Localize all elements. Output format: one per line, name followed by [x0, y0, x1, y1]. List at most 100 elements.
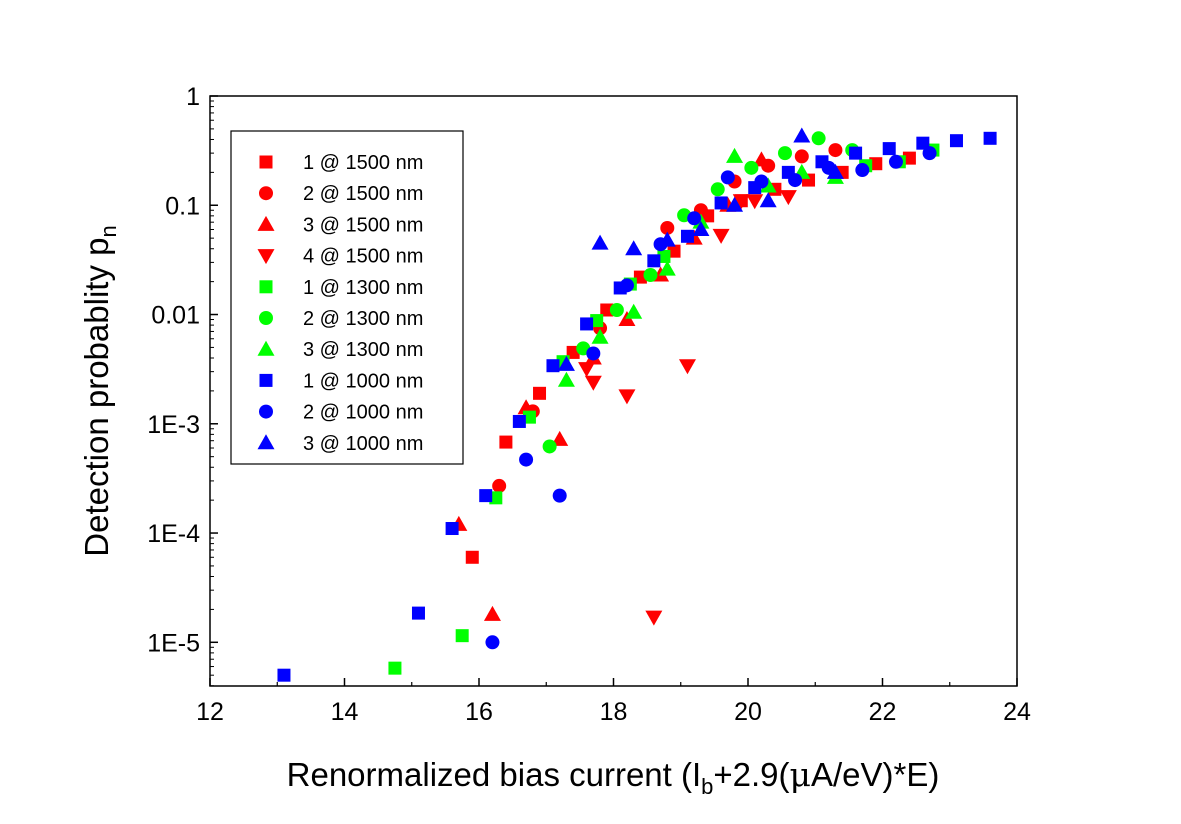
legend-marker: [259, 311, 273, 325]
data-point: [533, 386, 547, 400]
data-point: [542, 439, 557, 454]
legend-item: 1 @ 1000 nm: [259, 370, 423, 392]
x-tick-label: 22: [869, 698, 897, 726]
legend-marker: [257, 215, 275, 231]
data-point: [779, 190, 797, 206]
axis-ticks: 12 14 16 18 20 22 24 1 0.1 0.01 1E-3 1E-4 1E-5: [147, 83, 1031, 726]
legend-item: 2 @ 1300 nm: [259, 308, 423, 330]
data-point: [552, 488, 567, 503]
data-point: [828, 143, 843, 158]
data-point: [619, 278, 634, 293]
data-point: [658, 260, 676, 276]
data-point: [712, 228, 730, 244]
data-point: [591, 234, 609, 250]
legend-label: 3 @ 1000 nm: [303, 433, 423, 455]
series-4-1500-nm: [578, 190, 797, 626]
data-point: [777, 146, 792, 161]
data-point: [584, 375, 602, 391]
data-point: [522, 410, 536, 424]
data-point: [557, 371, 575, 387]
legend-label: 4 @ 1500 nm: [303, 246, 423, 268]
data-point: [546, 359, 560, 373]
data-point: [752, 151, 770, 167]
data-point: [657, 249, 671, 263]
x-axis-title: Renormalized bias current (Ib+2.9(μA/eV)…: [287, 755, 940, 799]
x-tick-label: 14: [331, 698, 359, 726]
legend-marker: [259, 155, 273, 169]
data-point: [485, 635, 500, 650]
legend-label: 2 @ 1300 nm: [303, 308, 423, 330]
data-point: [746, 194, 764, 210]
data-point: [647, 254, 661, 268]
x-axis-title-mu: μ: [790, 755, 811, 794]
data-point: [788, 173, 803, 188]
legend-label: 2 @ 1500 nm: [303, 183, 423, 205]
data-point: [411, 606, 425, 620]
data-point: [759, 192, 777, 208]
data-point: [692, 220, 710, 236]
data-point: [720, 170, 735, 185]
data-points: [277, 127, 997, 682]
data-point: [483, 605, 501, 621]
legend-label: 1 @ 1300 nm: [303, 277, 423, 299]
data-point: [551, 430, 569, 446]
data-point: [445, 522, 459, 536]
data-point: [882, 142, 896, 156]
legend-item: 1 @ 1300 nm: [259, 277, 423, 299]
data-point: [609, 302, 624, 317]
data-point: [916, 136, 930, 150]
data-point: [732, 194, 750, 210]
data-point: [625, 240, 643, 256]
legend-label: 3 @ 1500 nm: [303, 214, 423, 236]
data-point: [492, 478, 507, 493]
data-point: [479, 489, 493, 503]
data-point: [660, 220, 675, 235]
data-point: [922, 146, 937, 161]
data-point: [643, 267, 658, 282]
x-tick-label: 24: [1003, 698, 1031, 726]
legend-marker: [259, 373, 273, 387]
y-tick-label: 0.01: [151, 302, 200, 330]
legend-item: 1 @ 1500 nm: [259, 152, 423, 174]
data-point: [489, 491, 503, 505]
legend-item: 2 @ 1500 nm: [259, 183, 423, 205]
data-point: [983, 131, 997, 145]
data-point: [744, 160, 759, 175]
x-tick-label: 16: [465, 698, 493, 726]
x-tick-label: 12: [196, 698, 224, 726]
legend-label: 1 @ 1000 nm: [303, 370, 423, 392]
series-3-1500-nm: [450, 151, 770, 621]
legend-item: 3 @ 1300 nm: [257, 339, 423, 361]
y-tick-label: 1E-5: [147, 629, 200, 657]
data-point: [519, 452, 534, 467]
data-point: [512, 414, 526, 428]
data-point: [678, 359, 696, 375]
y-tick-label: 1E-3: [147, 411, 200, 439]
data-point: [465, 550, 479, 564]
data-point: [710, 182, 725, 197]
y-tick-label: 1E-4: [147, 520, 200, 548]
data-point: [726, 196, 744, 212]
y-axis-title-subscript: n: [96, 225, 121, 237]
data-point: [618, 389, 636, 405]
legend-marker: [257, 249, 275, 265]
legend-marker: [259, 404, 273, 419]
legend-marker: [259, 186, 273, 201]
data-point: [499, 435, 513, 449]
data-point: [949, 134, 963, 148]
data-point: [277, 668, 291, 682]
data-point: [902, 151, 916, 165]
data-point: [726, 147, 744, 163]
y-tick-label: 0.1: [165, 192, 200, 220]
x-tick-label: 20: [734, 698, 762, 726]
data-point: [580, 317, 594, 331]
data-point: [793, 127, 811, 143]
x-axis-title-subscript: b: [701, 774, 713, 799]
data-point: [811, 131, 826, 146]
data-point: [869, 157, 883, 171]
data-point: [658, 231, 676, 247]
data-point: [586, 346, 601, 361]
legend-label: 2 @ 1000 nm: [303, 402, 423, 424]
data-point: [826, 163, 844, 179]
